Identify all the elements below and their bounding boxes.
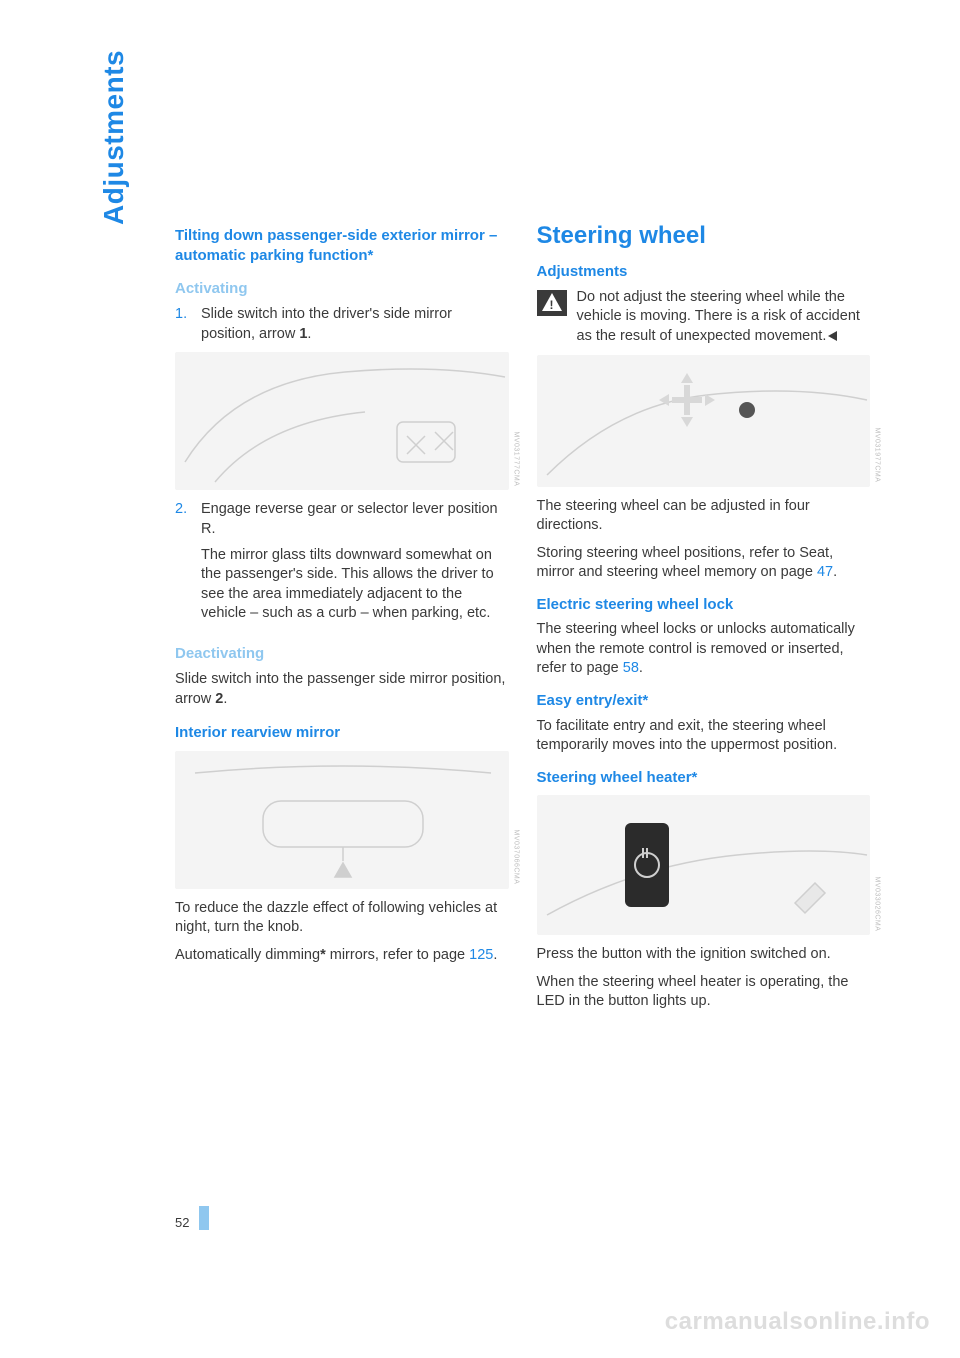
side-section-title: Adjustments: [98, 50, 130, 225]
deactivating-text: Slide switch into the passenger side mir…: [175, 670, 509, 709]
adj-p2: Storing steering wheel positions, refer …: [537, 544, 871, 583]
heading-tilting-mirror: Tilting down passenger-side exterior mir…: [175, 226, 509, 265]
figure-wheel-heater: MV033026CMA: [537, 795, 871, 935]
heading-adjustments: Adjustments: [537, 262, 871, 282]
page-link-125[interactable]: 125: [469, 947, 493, 963]
heading-easy-entry: Easy entry/exit*: [537, 691, 871, 711]
figure-steering-adjust: MV031977CMA: [537, 355, 871, 487]
step-number: 1.: [175, 305, 201, 344]
warning-text: Do not adjust the steering wheel while t…: [577, 288, 871, 347]
heater-button-graphic: [625, 823, 669, 907]
interior-p2: Automatically dimming* mirrors, refer to…: [175, 946, 509, 966]
step-text: Engage reverse gear or selector lever po…: [201, 500, 509, 629]
adj-p1: The steering wheel can be adjusted in fo…: [537, 497, 871, 536]
figure-interior-mirror: MV037066CMA: [175, 751, 509, 889]
heater-p1: Press the button with the ignition switc…: [537, 945, 871, 965]
heading-steering-wheel: Steering wheel: [537, 220, 871, 252]
steering-heat-icon: [634, 852, 660, 878]
step-1: 1. Slide switch into the driver's side m…: [175, 305, 509, 344]
watermark: carmanualsonline.info: [665, 1308, 930, 1336]
activating-steps: 1. Slide switch into the driver's side m…: [175, 305, 509, 344]
heading-deactivating: Deactivating: [175, 644, 509, 664]
figure-code: MV031977CMA: [872, 428, 881, 483]
step-text: Slide switch into the driver's side mirr…: [201, 305, 509, 344]
heading-interior-mirror: Interior rearview mirror: [175, 723, 509, 743]
left-column: Tilting down passenger-side exterior mir…: [175, 220, 509, 1020]
step-2: 2. Engage reverse gear or selector lever…: [175, 500, 509, 629]
page-link-58[interactable]: 58: [623, 660, 639, 676]
page-number: 52: [175, 1206, 209, 1230]
figure-code: MV031777CMA: [511, 431, 520, 486]
activating-steps-cont: 2. Engage reverse gear or selector lever…: [175, 500, 509, 629]
page-number-bar: [199, 1206, 209, 1230]
figure-mirror-switch: MV031777CMA: [175, 352, 509, 490]
two-column-layout: Tilting down passenger-side exterior mir…: [175, 220, 870, 1020]
step-number: 2.: [175, 500, 201, 629]
right-column: Steering wheel Adjustments Do not adjust…: [537, 220, 871, 1020]
warning-icon: [537, 290, 567, 316]
figure-code: MV037066CMA: [511, 830, 520, 885]
lock-p: The steering wheel locks or unlocks auto…: [537, 620, 871, 679]
figure-code: MV033026CMA: [872, 876, 881, 931]
manual-page: Adjustments Tilting down passenger-side …: [0, 0, 960, 1358]
easy-p: To facilitate entry and exit, the steeri…: [537, 717, 871, 756]
interior-p1: To reduce the dazzle effect of following…: [175, 899, 509, 938]
warning-box: Do not adjust the steering wheel while t…: [537, 288, 871, 347]
heading-activating: Activating: [175, 279, 509, 299]
heading-electric-lock: Electric steering wheel lock: [537, 595, 871, 615]
page-link-47[interactable]: 47: [817, 564, 833, 580]
heading-wheel-heater: Steering wheel heater*: [537, 768, 871, 788]
heater-p2: When the steering wheel heater is operat…: [537, 973, 871, 1012]
end-mark-icon: [828, 331, 837, 341]
